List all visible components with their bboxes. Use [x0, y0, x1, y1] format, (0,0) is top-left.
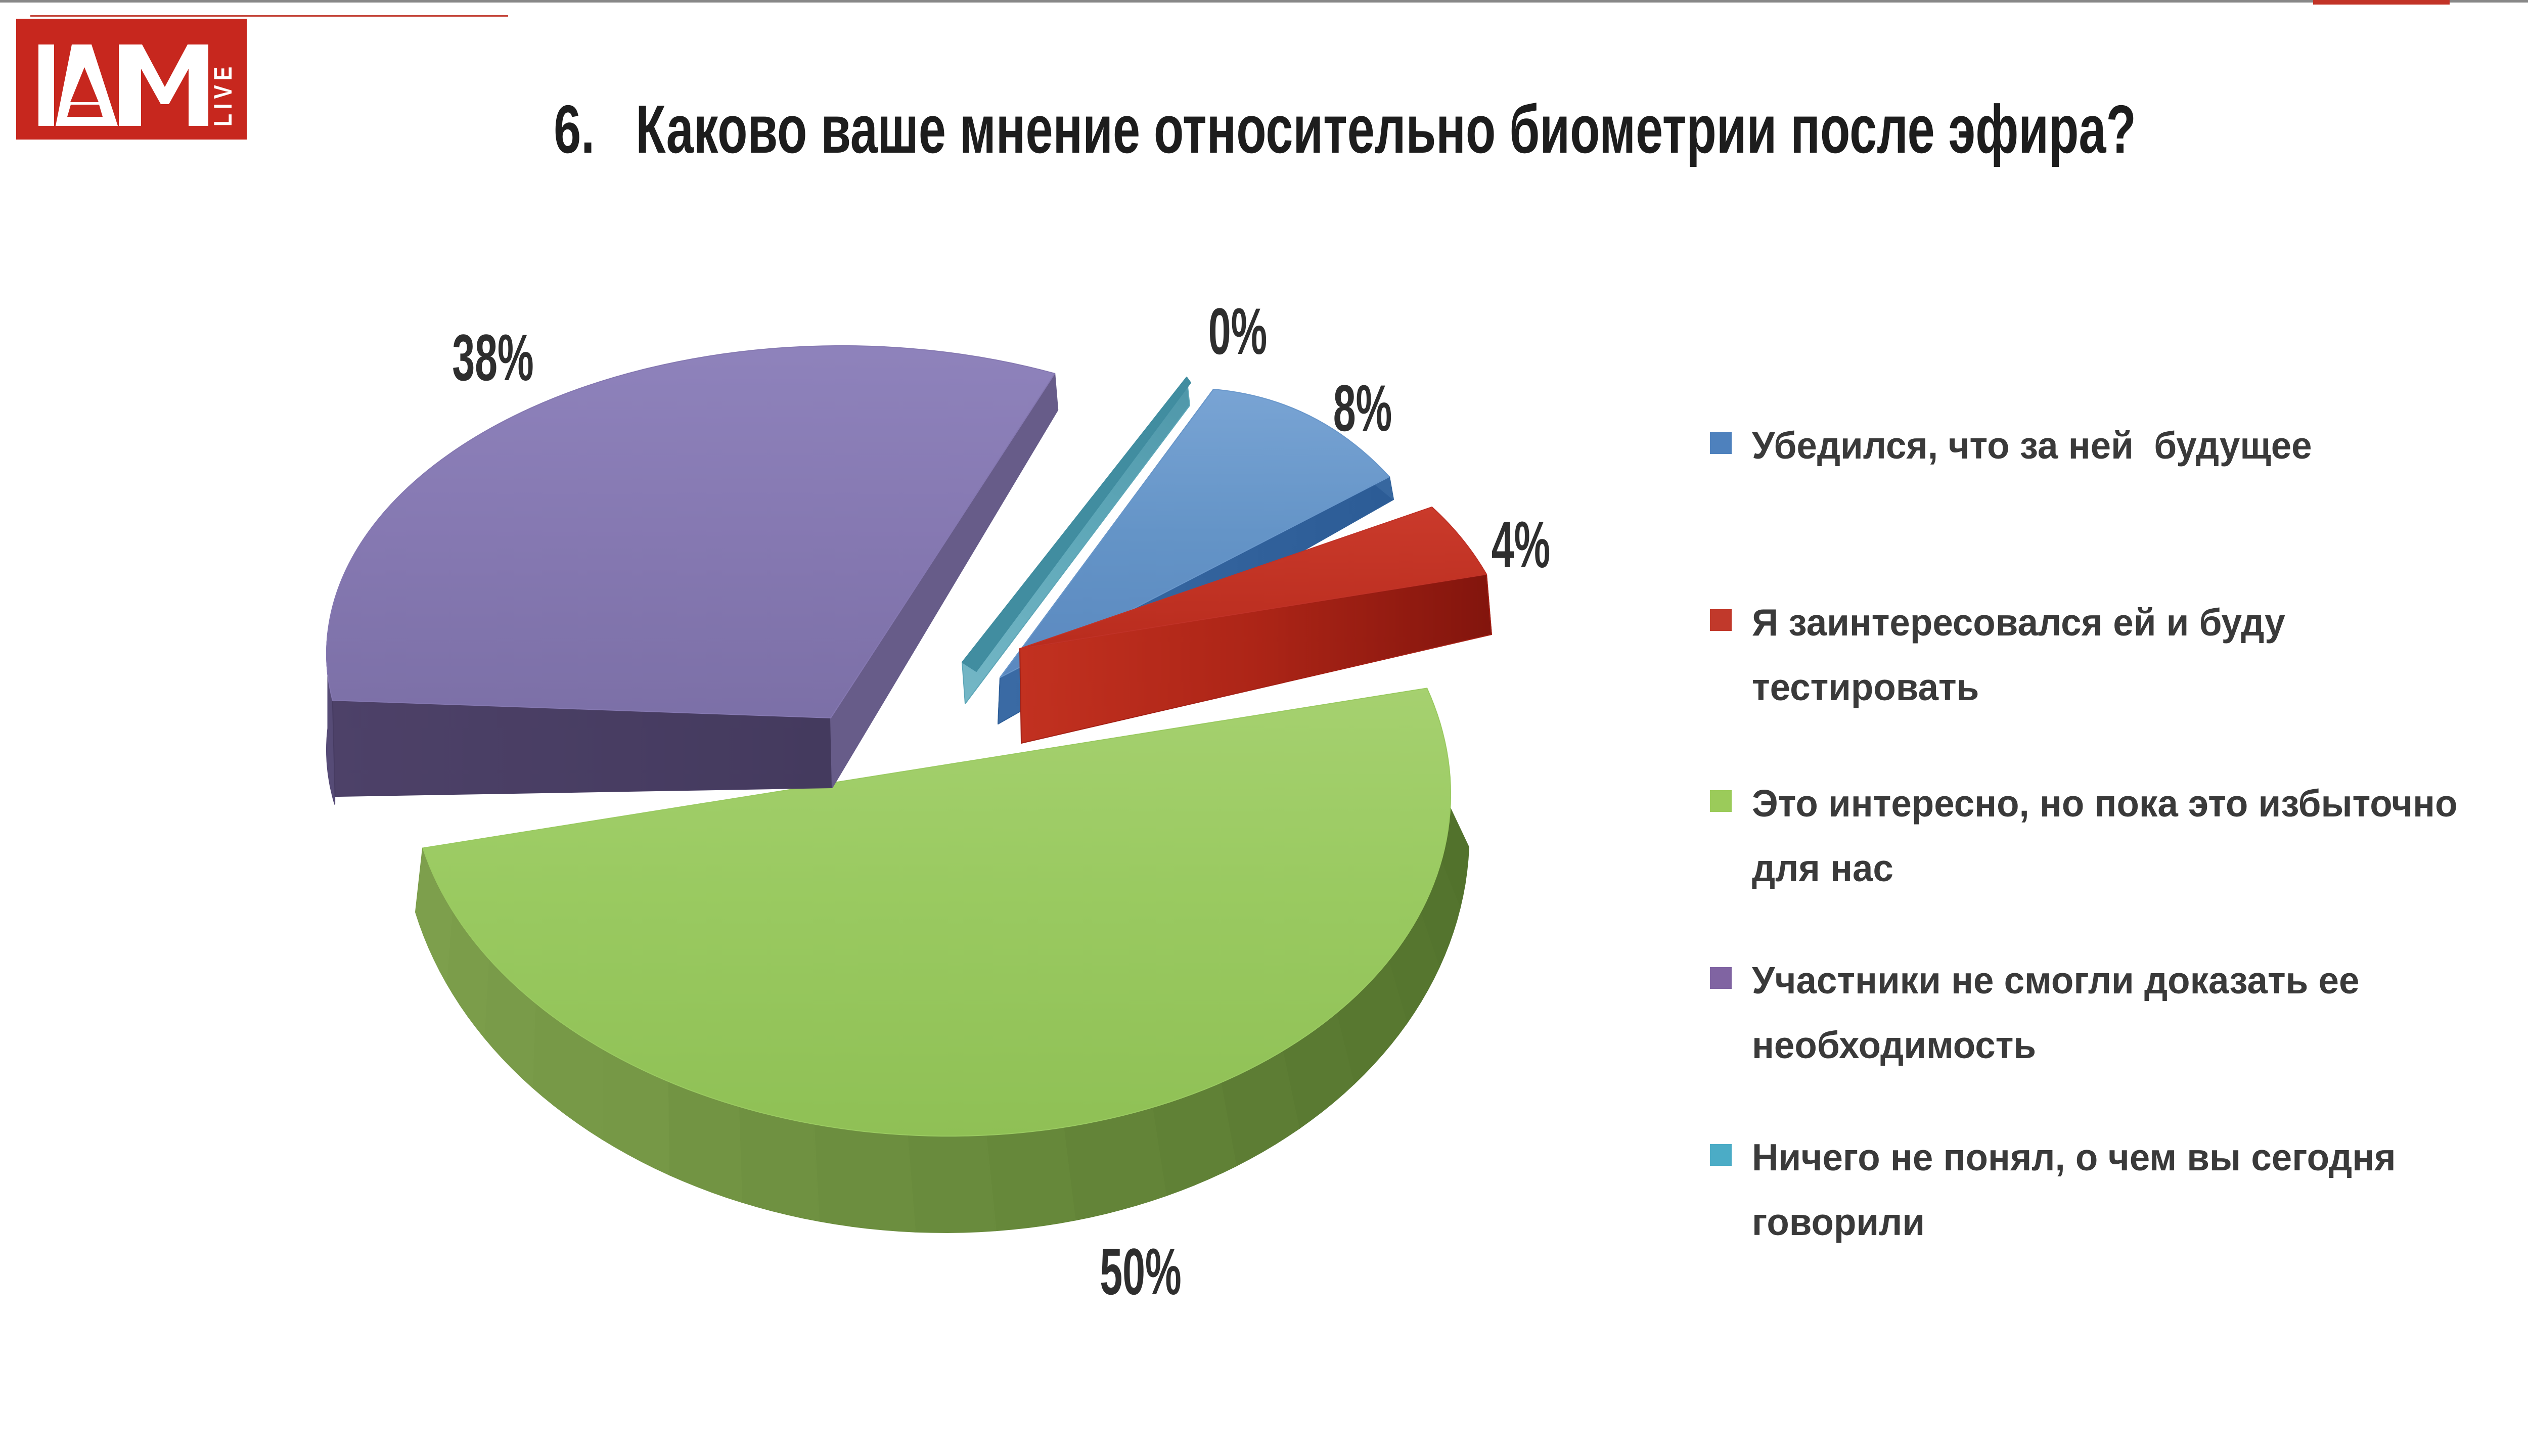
- svg-text:LIVE: LIVE: [209, 62, 237, 126]
- svg-text:0%: 0%: [1208, 294, 1267, 368]
- svg-text:Я заинтересовался ей и буду: Я заинтересовался ей и буду: [1752, 601, 2285, 644]
- svg-text:для нас: для нас: [1752, 847, 1893, 889]
- svg-text:38%: 38%: [452, 321, 533, 394]
- svg-text:Это интересно, но пока это изб: Это интересно, но пока это избыточно: [1752, 782, 2458, 825]
- svg-text:8%: 8%: [1333, 371, 1392, 444]
- svg-text:50%: 50%: [1100, 1235, 1181, 1308]
- svg-text:говорили: говорили: [1752, 1201, 1925, 1243]
- svg-text:необходимость: необходимость: [1752, 1024, 2036, 1066]
- svg-text:тестировать: тестировать: [1752, 666, 1979, 708]
- svg-text:Ничего не понял, о чем вы сего: Ничего не понял, о чем вы сегодня: [1752, 1136, 2396, 1178]
- svg-text:4%: 4%: [1492, 508, 1550, 581]
- svg-text:6. Каково ваше мнение относи: 6. Каково ваше мнение относительно биоме…: [554, 91, 2136, 167]
- svg-text:Убедился, что за ней будущее: Убедился, что за ней будущее: [1752, 424, 2312, 467]
- svg-text:Участники не смогли доказать е: Участники не смогли доказать ее: [1752, 959, 2359, 1002]
